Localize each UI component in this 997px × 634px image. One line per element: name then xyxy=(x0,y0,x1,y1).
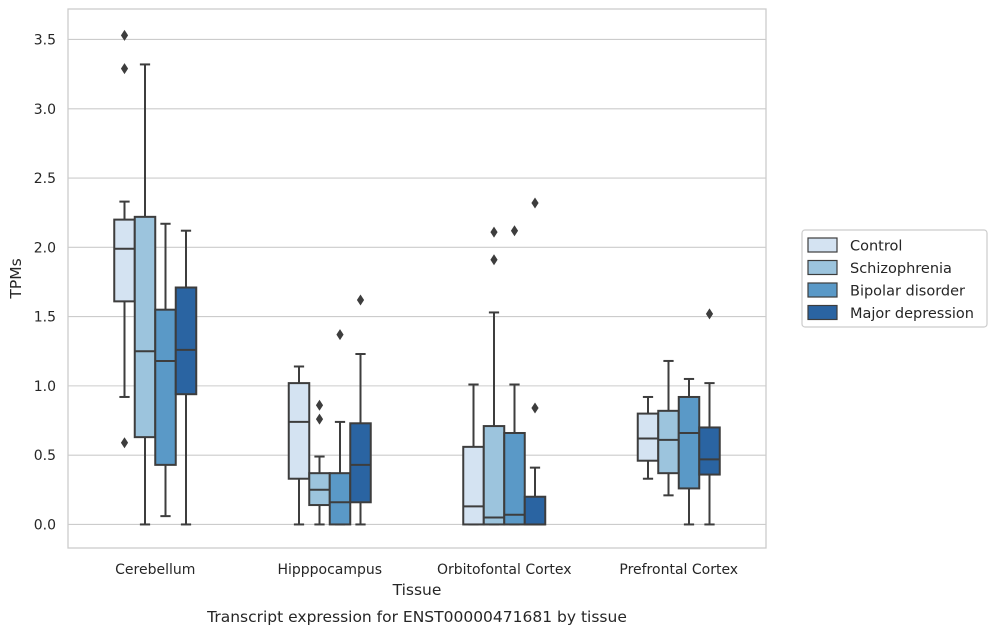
x-tick-labels: Cerebellum Hipppocampus Orbitofontal Corte… xyxy=(115,562,738,578)
plot-frame xyxy=(67,8,767,549)
y-tick-label: 0.0 xyxy=(34,517,56,533)
outlier-point xyxy=(705,308,714,320)
outlier-point xyxy=(356,294,365,306)
y-tick-label: 2.5 xyxy=(34,171,56,187)
box-body xyxy=(636,412,660,462)
legend-swatch xyxy=(807,259,838,276)
y-axis-label: TPMs xyxy=(7,258,25,299)
box-body xyxy=(657,409,680,475)
box-body xyxy=(174,286,198,396)
box-control xyxy=(113,29,136,449)
box-body xyxy=(503,431,526,526)
y-tick-labels: 0.0 0.5 1.0 1.5 2.0 2.5 3.0 3.5 xyxy=(34,32,56,533)
outlier-point xyxy=(315,399,324,411)
outlier-point xyxy=(531,402,539,414)
box-body xyxy=(133,215,157,439)
box-major-depression xyxy=(174,229,198,526)
box-body xyxy=(154,308,177,466)
legend-entry: Major depression xyxy=(850,306,974,322)
box-bipolar-disorder xyxy=(503,225,526,526)
x-tick-label: Cerebellum xyxy=(115,562,195,578)
box-schizophrenia xyxy=(657,359,680,497)
x-tick-label: Hipppocampus xyxy=(277,562,382,578)
plot-boxes xyxy=(113,29,721,526)
y-tick-label: 3.0 xyxy=(34,102,56,118)
box-control xyxy=(462,383,485,526)
y-tick-label: 0.5 xyxy=(34,448,56,464)
outlier-point xyxy=(336,329,344,341)
legend-entry: Control xyxy=(850,239,902,255)
legend-swatch xyxy=(807,304,838,321)
legend-entry: Bipolar disorder xyxy=(850,284,965,300)
chart-caption: Transcript expression for ENST0000047168… xyxy=(206,608,627,626)
box-body xyxy=(482,425,506,526)
box-body xyxy=(698,426,721,476)
box-body xyxy=(328,472,352,526)
outlier-point xyxy=(510,225,519,237)
box-bipolar-disorder xyxy=(154,222,177,518)
box-body xyxy=(287,382,311,480)
outlier-point xyxy=(490,254,498,266)
outlier-point xyxy=(531,197,539,209)
box-body xyxy=(523,495,547,526)
x-tick-label: Orbitofontal Cortex xyxy=(437,562,572,578)
box-body xyxy=(113,218,136,303)
box-bipolar-disorder xyxy=(677,377,701,526)
box-major-depression xyxy=(523,197,547,526)
outlier-point xyxy=(490,226,498,238)
box-body xyxy=(349,422,372,504)
box-body xyxy=(462,445,485,526)
legend-entry: Schizophrenia xyxy=(850,261,952,277)
legend-frame xyxy=(801,229,988,328)
x-axis-label: Tissue xyxy=(392,581,442,599)
box-schizophrenia xyxy=(482,226,506,526)
box-body xyxy=(677,395,701,490)
legend-swatch xyxy=(807,282,838,298)
box-major-depression xyxy=(698,308,721,526)
box-schizophrenia xyxy=(308,399,331,526)
box-control xyxy=(287,365,311,526)
outlier-point xyxy=(315,413,324,425)
box-bipolar-disorder xyxy=(328,329,352,526)
y-tick-label: 1.5 xyxy=(34,310,56,326)
outlier-point xyxy=(120,437,129,449)
y-tick-label: 3.5 xyxy=(34,32,56,48)
y-tick-label: 1.0 xyxy=(34,379,56,395)
x-tick-label: Prefrontal Cortex xyxy=(619,562,738,578)
outlier-point xyxy=(120,63,129,75)
legend-swatch xyxy=(807,237,838,253)
box-major-depression xyxy=(349,294,372,526)
outlier-point xyxy=(120,29,129,41)
box-control xyxy=(636,395,660,480)
y-tick-label: 2.0 xyxy=(34,240,56,256)
legend: Control Schizophrenia Bipolar disorder Majo… xyxy=(801,229,988,328)
